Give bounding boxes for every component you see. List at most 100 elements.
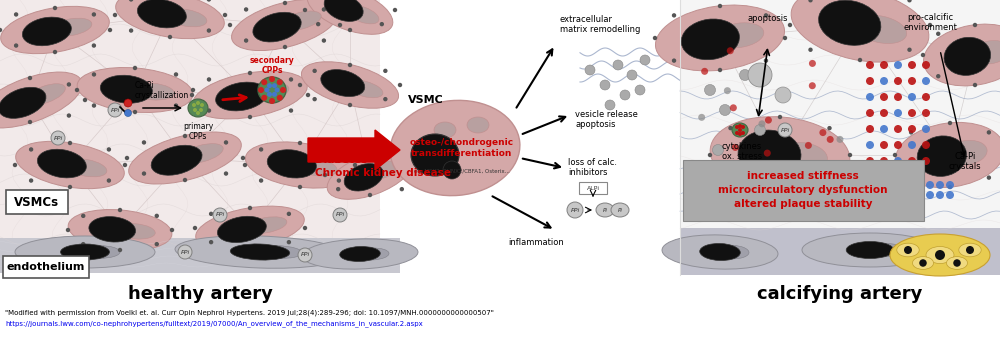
Circle shape [880,141,888,149]
Circle shape [936,32,940,36]
Ellipse shape [946,140,987,165]
Ellipse shape [0,87,46,118]
Ellipse shape [774,142,827,171]
Text: https://journals.lww.com/co-nephrohypertens/fulltext/2019/07000/An_overview_of_t: https://journals.lww.com/co-nephrohypert… [5,320,423,327]
Circle shape [259,147,263,152]
Circle shape [108,28,112,32]
Circle shape [827,126,832,130]
Circle shape [81,214,85,218]
Circle shape [894,93,902,101]
Ellipse shape [60,244,110,260]
FancyBboxPatch shape [6,190,68,214]
Circle shape [75,88,79,92]
Ellipse shape [655,5,785,71]
Circle shape [708,153,712,157]
Circle shape [935,250,945,260]
Bar [0,238,400,273]
Ellipse shape [890,234,990,276]
Circle shape [922,109,930,117]
Circle shape [953,259,961,267]
Circle shape [244,7,248,12]
Ellipse shape [917,136,966,176]
Circle shape [936,191,944,199]
Circle shape [718,68,722,72]
Ellipse shape [912,257,934,269]
Circle shape [368,153,372,157]
Circle shape [948,185,952,189]
Ellipse shape [66,159,107,177]
Ellipse shape [258,77,286,103]
Ellipse shape [217,216,266,243]
Circle shape [704,85,716,96]
Circle shape [926,181,934,189]
Circle shape [718,4,722,8]
Circle shape [809,82,816,89]
Circle shape [921,53,925,57]
Ellipse shape [253,12,301,42]
Circle shape [183,178,187,182]
Ellipse shape [216,82,267,111]
Circle shape [908,157,916,165]
Circle shape [893,153,897,157]
Text: VSMC: VSMC [408,95,444,105]
Circle shape [866,93,874,101]
Ellipse shape [1,6,109,54]
Circle shape [805,142,812,149]
Circle shape [909,175,913,180]
Text: extracellular
matrix remodelling: extracellular matrix remodelling [560,15,640,34]
Circle shape [174,72,178,77]
Circle shape [193,108,197,112]
Ellipse shape [662,235,778,269]
Ellipse shape [354,248,389,260]
Circle shape [808,0,813,2]
Circle shape [289,108,293,113]
Circle shape [866,125,874,133]
Circle shape [298,141,302,145]
Text: pro-calcific
environment: pro-calcific environment [903,13,957,32]
Circle shape [0,28,2,32]
Ellipse shape [0,72,82,128]
Text: increased stiffness
microcirculatory dysfunction
altered plaque stability: increased stiffness microcirculatory dys… [718,171,888,209]
Circle shape [277,79,283,85]
Circle shape [274,87,280,93]
Circle shape [916,181,924,189]
Circle shape [922,141,930,149]
Circle shape [848,153,852,157]
Ellipse shape [302,239,418,269]
Circle shape [908,77,916,85]
Ellipse shape [340,246,380,261]
Circle shape [778,191,782,195]
Circle shape [129,0,133,2]
Circle shape [827,180,832,184]
Text: calcifying artery: calcifying artery [757,285,923,303]
Circle shape [627,70,637,80]
Text: eg. MSX2, RUNX2/CBFA1, Osterix...: eg. MSX2, RUNX2/CBFA1, Osterix... [414,170,510,174]
Ellipse shape [175,236,345,268]
Circle shape [209,212,213,216]
Circle shape [620,90,630,100]
Circle shape [605,100,615,110]
Circle shape [712,144,724,155]
Ellipse shape [344,164,383,191]
Ellipse shape [897,243,919,257]
Circle shape [922,157,930,165]
Circle shape [778,115,782,119]
FancyBboxPatch shape [579,182,607,194]
Circle shape [118,248,122,252]
Ellipse shape [366,161,399,180]
Circle shape [916,191,924,199]
Circle shape [808,47,813,52]
Ellipse shape [37,149,86,178]
Circle shape [922,125,930,133]
Text: healthy artery: healthy artery [128,285,272,303]
Circle shape [640,55,650,65]
Circle shape [142,140,146,144]
Circle shape [443,161,461,179]
Ellipse shape [791,0,929,62]
Text: Aging
Diabetes
Chronic kidney disease: Aging Diabetes Chronic kidney disease [315,142,451,179]
Circle shape [155,242,159,246]
Circle shape [788,23,792,27]
Ellipse shape [77,67,193,112]
Bar [680,228,1000,275]
Text: Pi: Pi [603,207,607,213]
